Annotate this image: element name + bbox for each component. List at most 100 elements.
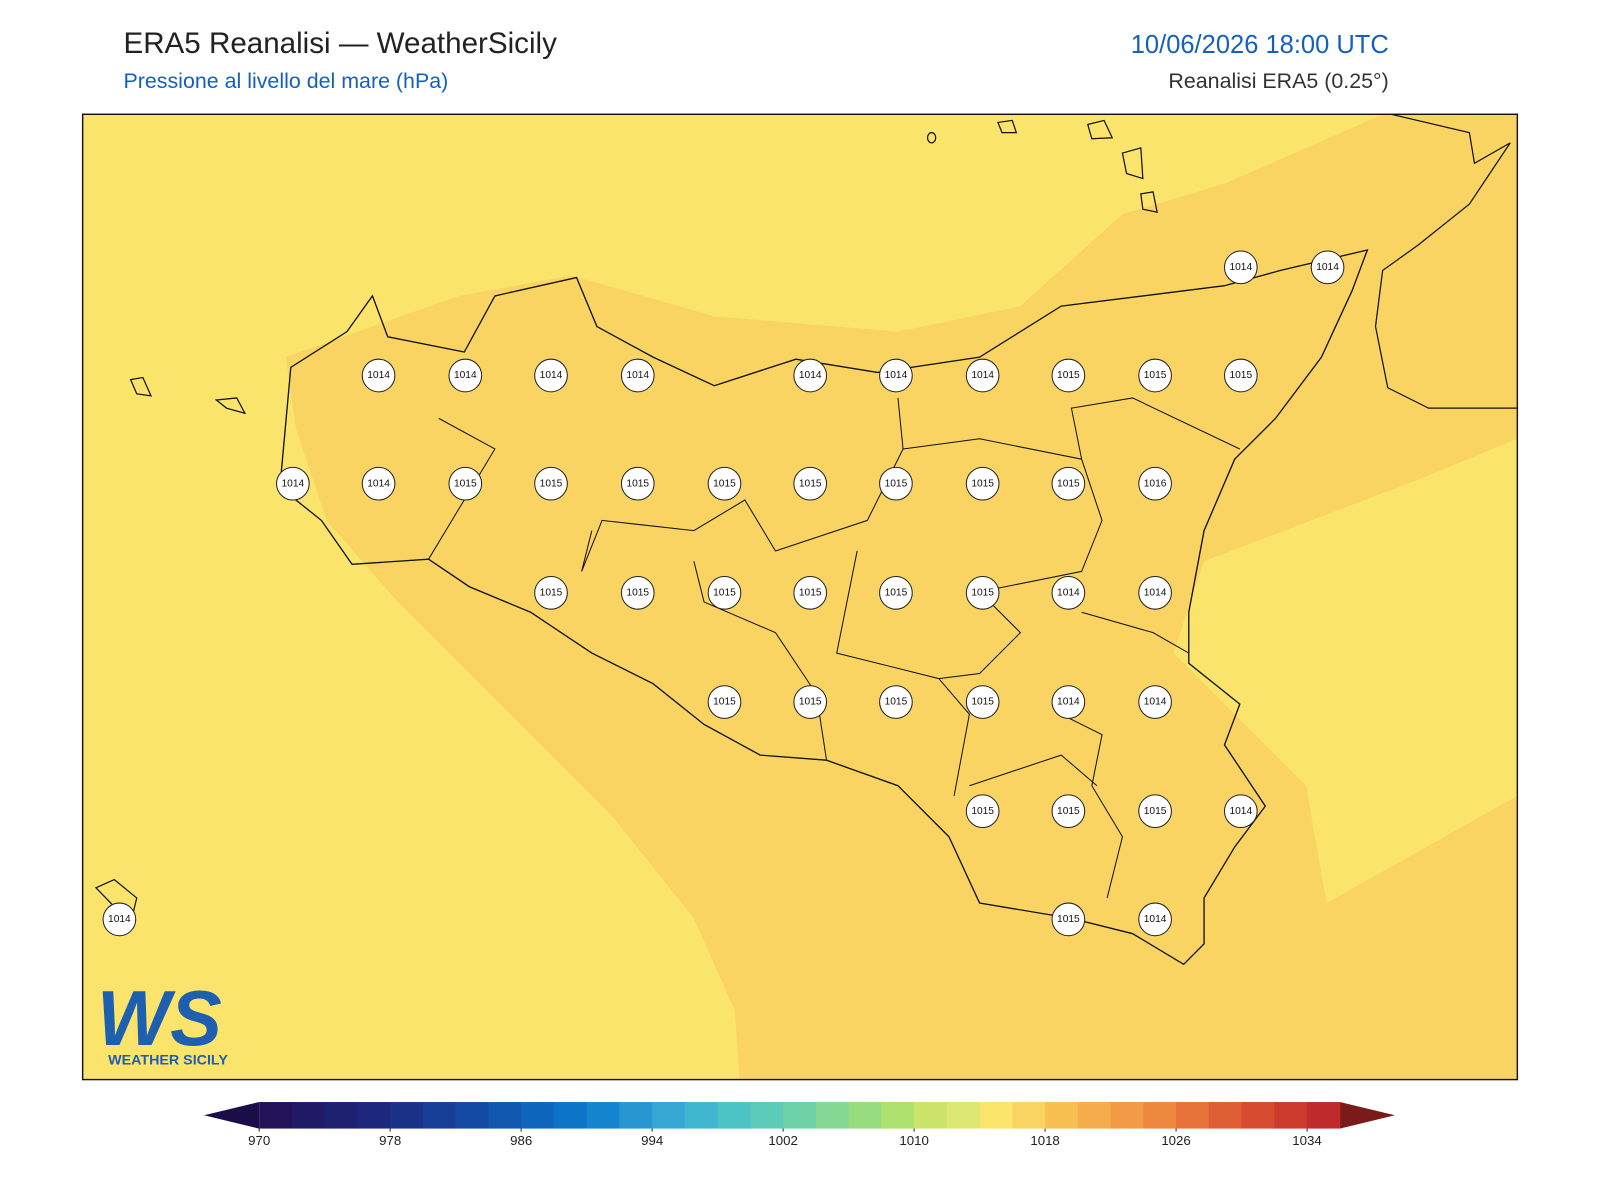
station: 1015: [1051, 902, 1086, 937]
station: 1014: [793, 358, 828, 393]
station-value: 1015: [885, 697, 908, 708]
station-marker: [620, 358, 655, 393]
station-value: 1014: [454, 370, 477, 381]
station-marker: [793, 685, 828, 719]
station-value: 1014: [1057, 697, 1080, 708]
coastline: [279, 249, 1369, 966]
colorbar-box: [979, 1102, 1013, 1129]
station: 1014: [361, 466, 396, 501]
station: 1015: [1223, 358, 1258, 393]
station: 1015: [1051, 794, 1086, 829]
colorbar-box: [1077, 1102, 1112, 1129]
station-marker: [1138, 358, 1172, 393]
station-value: 1015: [971, 697, 994, 708]
station-value: 1015: [799, 478, 822, 489]
colorbar-box: [488, 1102, 522, 1129]
colorbar-box: [684, 1102, 719, 1129]
station: 1015: [1051, 358, 1086, 393]
station-value: 1014: [626, 370, 649, 381]
colorbar-box: [881, 1102, 915, 1129]
station: 1014: [276, 466, 310, 501]
station-marker: [707, 576, 742, 610]
station-marker: [879, 358, 913, 393]
colorbar-box: [946, 1102, 981, 1129]
colorbar-box: [1274, 1102, 1308, 1129]
station-value: 1014: [108, 914, 131, 925]
station: 1014: [1138, 576, 1172, 610]
station-marker: [1051, 685, 1086, 719]
station: 1014: [1138, 902, 1172, 937]
station: 1014: [1223, 794, 1258, 829]
station-value: 1015: [1057, 478, 1080, 489]
station-marker: [1051, 576, 1086, 610]
station-marker: [965, 685, 1000, 719]
station: 1015: [1051, 466, 1086, 501]
station-value: 1015: [1057, 914, 1080, 925]
station: 1015: [707, 466, 742, 501]
colorbar-box: [422, 1102, 457, 1129]
station: 1015: [534, 466, 568, 501]
colorbar-label: 1026: [1161, 1133, 1190, 1148]
station: 1015: [965, 794, 1000, 829]
station: 1014: [1223, 250, 1258, 285]
station-marker: [1138, 466, 1172, 501]
colorbar-box: [717, 1102, 751, 1129]
station-value: 1016: [1144, 478, 1167, 489]
station-value: 1015: [540, 588, 563, 599]
colorbar-box: [586, 1102, 620, 1129]
station: 1015: [965, 685, 1000, 719]
colorbar-box: [324, 1102, 358, 1129]
station: 1014: [620, 358, 655, 393]
station-marker: [448, 466, 483, 501]
station-value: 1015: [713, 478, 736, 489]
station-value: 1014: [367, 478, 390, 489]
colorbar-box: [619, 1102, 653, 1129]
station-marker: [1051, 466, 1086, 501]
station-marker: [102, 902, 137, 937]
station-marker: [793, 576, 828, 610]
colorbar-label: 1002: [768, 1133, 797, 1148]
station: 1015: [620, 576, 655, 610]
colorbar-box: [815, 1102, 850, 1129]
province-border: [428, 397, 1241, 899]
station-marker: [534, 358, 568, 393]
subtitle: Pressione al livello del mare (hPa): [123, 69, 448, 93]
colorbar-under: [204, 1102, 260, 1129]
station-marker: [361, 358, 396, 393]
station: 1014: [1138, 685, 1172, 719]
station-marker: [1051, 358, 1086, 393]
station-value: 1015: [1144, 806, 1167, 817]
colorbar-box: [1176, 1102, 1210, 1129]
colorbar-box: [1307, 1102, 1341, 1129]
colorbar-label: 994: [641, 1133, 663, 1148]
station-value: 1015: [626, 588, 649, 599]
station: 1015: [793, 466, 828, 501]
station-value: 1015: [971, 478, 994, 489]
source: Reanalisi ERA5 (0.25°): [1168, 69, 1388, 93]
colorbar-over: [1339, 1102, 1395, 1129]
colorbar-label: 986: [510, 1133, 532, 1148]
station-marker: [793, 358, 828, 393]
station: 1014: [1051, 576, 1086, 610]
field-low: [1418, 438, 1518, 776]
station: 1014: [1310, 250, 1345, 285]
colorbar-label: 970: [248, 1133, 270, 1148]
title: ERA5 Reanalisi — WeatherSicily: [123, 27, 557, 60]
station-value: 1015: [626, 478, 649, 489]
station-marker: [965, 358, 1000, 393]
colorbar-box: [1208, 1102, 1243, 1129]
station-marker: [1138, 576, 1172, 610]
station-value: 1015: [713, 588, 736, 599]
station-marker: [965, 576, 1000, 610]
station-value: 1015: [1057, 370, 1080, 381]
timestamp: 10/06/2026 18:00 UTC: [1131, 31, 1389, 59]
station-value: 1014: [1144, 697, 1167, 708]
station-value: 1015: [1229, 370, 1252, 381]
colorbar-label: 1010: [899, 1133, 928, 1148]
colorbar-label: 1018: [1030, 1133, 1059, 1148]
station: 1015: [879, 466, 913, 501]
station-marker: [534, 576, 568, 610]
station: 1015: [707, 685, 742, 719]
colorbar-box: [1143, 1102, 1177, 1129]
